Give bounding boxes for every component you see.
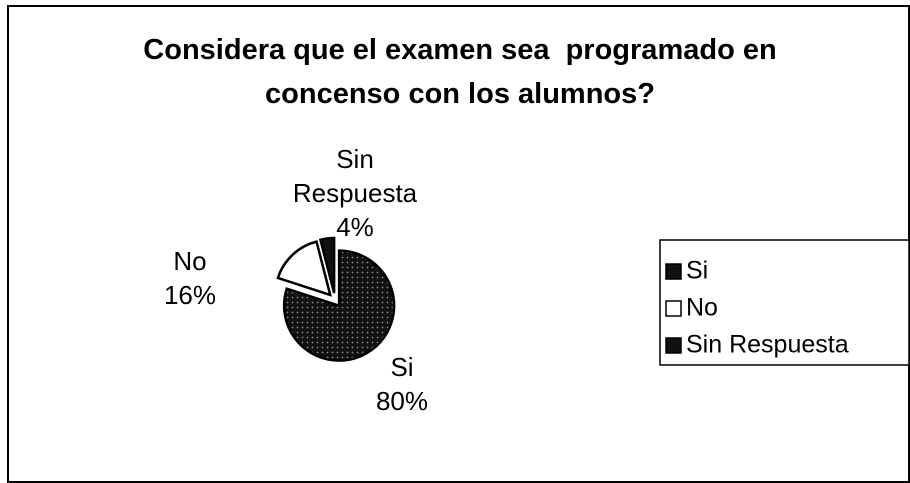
legend-swatch xyxy=(665,300,682,317)
legend-swatch xyxy=(665,263,682,280)
legend-label: Si xyxy=(686,257,708,285)
data-label: No 16% xyxy=(115,244,265,312)
data-label-category: Si xyxy=(390,352,414,382)
pie-slice xyxy=(276,240,332,297)
legend-label: No xyxy=(686,294,718,322)
data-label-category: Sin Respuesta xyxy=(292,144,418,208)
data-label: Sin Respuesta 4% xyxy=(280,142,430,244)
pie-slice xyxy=(318,236,336,294)
data-label-value: 16% xyxy=(163,280,217,310)
pie-slice xyxy=(282,249,396,362)
data-label-category: No xyxy=(173,246,207,276)
data-label-value: 4% xyxy=(336,212,374,242)
legend-swatch xyxy=(665,337,682,354)
data-label-value: 80% xyxy=(375,386,429,416)
legend-box xyxy=(659,239,910,366)
legend-label: Sin Respuesta xyxy=(686,331,849,359)
chart-title: Considera que el examen sea programado e… xyxy=(143,34,785,110)
data-label: Si 80% xyxy=(327,350,477,418)
